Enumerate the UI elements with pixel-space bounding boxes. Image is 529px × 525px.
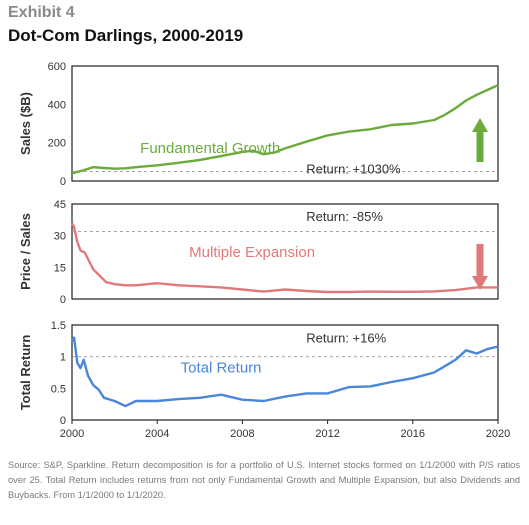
- series-label: Total Return: [181, 360, 262, 377]
- y-tick-label: 400: [48, 99, 66, 111]
- x-tick-label: 2008: [230, 428, 254, 440]
- arrow-shaft: [476, 132, 484, 162]
- return-annotation: Return: -85%: [306, 209, 383, 224]
- panel-frame: [71, 324, 499, 421]
- panel-3: 0 0.5 1 1.5 Total Return Total Return Return: …: [18, 320, 499, 427]
- x-tick-label: 2000: [60, 428, 84, 440]
- y-axis-label: Total Return: [18, 335, 33, 411]
- x-tick-label: 2012: [315, 428, 339, 440]
- x-tick-label: 2004: [145, 428, 169, 440]
- y-axis-label: Sales ($B): [18, 92, 33, 155]
- x-tick-label: 2020: [486, 428, 510, 440]
- arrow-shaft: [476, 244, 484, 276]
- y-tick-label: 30: [54, 231, 66, 243]
- chart-title: Dot-Com Darlings, 2000-2019: [8, 26, 244, 45]
- panel-1: 0 200 400 600 Sales ($B) Fundamental Growth Re…: [18, 61, 499, 188]
- panel-frame: [71, 65, 499, 182]
- y-tick-label: 0.5: [51, 383, 66, 395]
- y-tick-label: 0: [60, 176, 66, 188]
- y-tick-label: 15: [54, 262, 66, 274]
- series-line: [71, 84, 499, 175]
- panel-frame: [71, 203, 499, 300]
- y-tick-label: 1.5: [51, 320, 66, 332]
- arrow-down-icon: [472, 276, 488, 290]
- series-line: [71, 336, 499, 408]
- series-line: [70, 222, 498, 294]
- return-annotation: Return: +16%: [306, 331, 386, 346]
- y-tick-label: 45: [54, 199, 66, 211]
- series-label: Multiple Expansion: [189, 244, 315, 261]
- y-tick-label: 600: [48, 61, 66, 73]
- exhibit-label: Exhibit 4: [8, 4, 75, 21]
- y-tick-label: 1: [60, 352, 66, 364]
- y-tick-label: 0: [60, 415, 66, 427]
- series-label: Fundamental Growth: [140, 140, 280, 157]
- return-annotation: Return: +1030%: [306, 161, 401, 176]
- panel-2: 0 15 30 45 Price / Sales Multiple Expansion Re…: [18, 199, 499, 306]
- y-tick-label: 200: [48, 138, 66, 150]
- arrow-up-icon: [472, 118, 488, 132]
- x-tick-label: 2016: [401, 428, 425, 440]
- y-axis-label: Price / Sales: [18, 213, 33, 290]
- y-tick-label: 0: [60, 294, 66, 306]
- source-note: Source: S&P, Sparkline. Return decomposi…: [8, 460, 520, 500]
